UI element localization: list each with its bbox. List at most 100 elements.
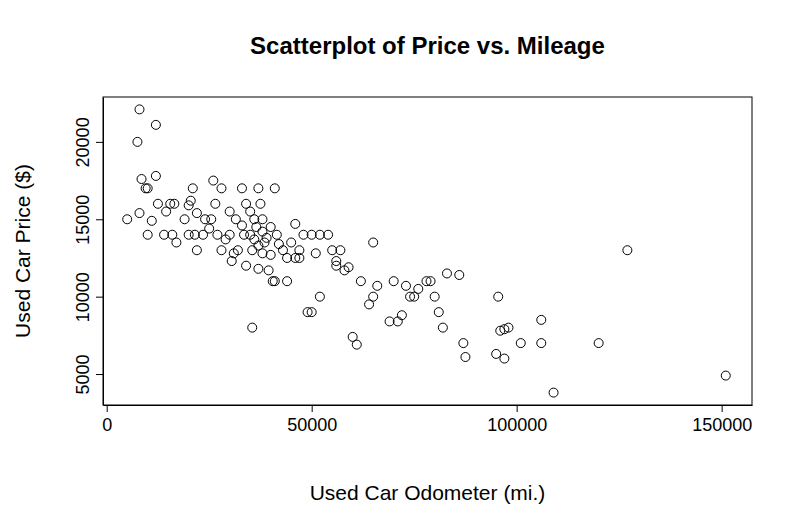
point <box>242 261 251 270</box>
point <box>213 230 222 239</box>
y-tick: 10000 <box>73 272 103 322</box>
point <box>151 120 160 129</box>
point <box>160 230 169 239</box>
point <box>233 246 242 255</box>
point <box>258 215 267 224</box>
point <box>426 277 435 286</box>
x-tick-label: 100000 <box>487 415 547 435</box>
point <box>459 339 468 348</box>
point <box>225 230 234 239</box>
point <box>258 249 267 258</box>
y-tick-label: 5000 <box>73 355 93 395</box>
point <box>272 230 281 239</box>
point <box>299 230 308 239</box>
y-tick-mark <box>96 219 103 220</box>
point <box>162 207 171 216</box>
point <box>217 246 226 255</box>
y-tick-label: 15000 <box>73 195 93 245</box>
point <box>170 199 179 208</box>
point <box>237 184 246 193</box>
y-axis: 5000 10000 15000 20000 <box>73 98 104 406</box>
point <box>248 323 257 332</box>
point <box>438 323 447 332</box>
point <box>123 215 132 224</box>
point <box>186 196 195 205</box>
point <box>254 184 263 193</box>
point <box>135 209 144 218</box>
point <box>207 215 216 224</box>
point <box>143 230 152 239</box>
point <box>324 230 333 239</box>
point <box>537 315 546 324</box>
point <box>268 277 277 286</box>
point <box>537 339 546 348</box>
x-axis: 0 50000 100000 150000 <box>102 405 752 435</box>
point <box>315 230 324 239</box>
point <box>492 349 501 358</box>
x-tick-mark <box>517 405 518 412</box>
point <box>254 264 263 273</box>
point <box>295 253 304 262</box>
point <box>291 219 300 228</box>
point <box>143 184 152 193</box>
x-tick-label: 150000 <box>692 415 752 435</box>
y-tick: 15000 <box>73 195 103 245</box>
point <box>494 292 503 301</box>
point <box>274 240 283 249</box>
point <box>153 199 162 208</box>
y-tick-mark <box>96 297 103 298</box>
point <box>393 317 402 326</box>
point <box>252 223 261 232</box>
point <box>270 184 279 193</box>
point <box>594 339 603 348</box>
y-axis-title: Used Car Price ($) <box>11 164 34 338</box>
point <box>430 292 439 301</box>
point <box>260 238 269 247</box>
x-tick-mark <box>722 405 723 412</box>
y-tick-label: 20000 <box>73 117 93 167</box>
x-tick-label: 50000 <box>287 415 337 435</box>
y-tick: 20000 <box>73 117 103 167</box>
point <box>246 207 255 216</box>
point <box>397 311 406 320</box>
point <box>307 230 316 239</box>
point <box>137 175 146 184</box>
point <box>389 277 398 286</box>
point <box>184 230 193 239</box>
x-tick: 100000 <box>487 405 547 435</box>
chart-title: Scatterplot of Price vs. Mileage <box>250 32 605 59</box>
x-tick-mark <box>312 405 313 412</box>
point <box>172 238 181 247</box>
point <box>721 371 730 380</box>
point <box>516 339 525 348</box>
point <box>205 224 214 233</box>
point <box>385 317 394 326</box>
point <box>414 284 423 293</box>
point <box>328 246 337 255</box>
y-tick-label: 10000 <box>73 272 93 322</box>
x-tick: 0 <box>102 405 112 435</box>
point <box>373 281 382 290</box>
point <box>442 269 451 278</box>
point <box>133 137 142 146</box>
point <box>369 292 378 301</box>
point <box>266 250 275 259</box>
point <box>192 246 201 255</box>
point <box>455 270 464 279</box>
point <box>192 209 201 218</box>
point <box>266 223 275 232</box>
point <box>180 215 189 224</box>
point <box>623 246 632 255</box>
point <box>461 353 470 362</box>
chart: Scatterplot of Price vs. Mileage Used Car… <box>0 0 800 530</box>
y-tick-mark <box>96 374 103 375</box>
point <box>151 171 160 180</box>
point <box>211 199 220 208</box>
x-axis-title: Used Car Odometer (mi.) <box>310 481 546 504</box>
point <box>336 246 345 255</box>
point <box>283 253 292 262</box>
point <box>504 323 513 332</box>
point <box>287 238 296 247</box>
point <box>188 184 197 193</box>
point <box>264 266 273 275</box>
